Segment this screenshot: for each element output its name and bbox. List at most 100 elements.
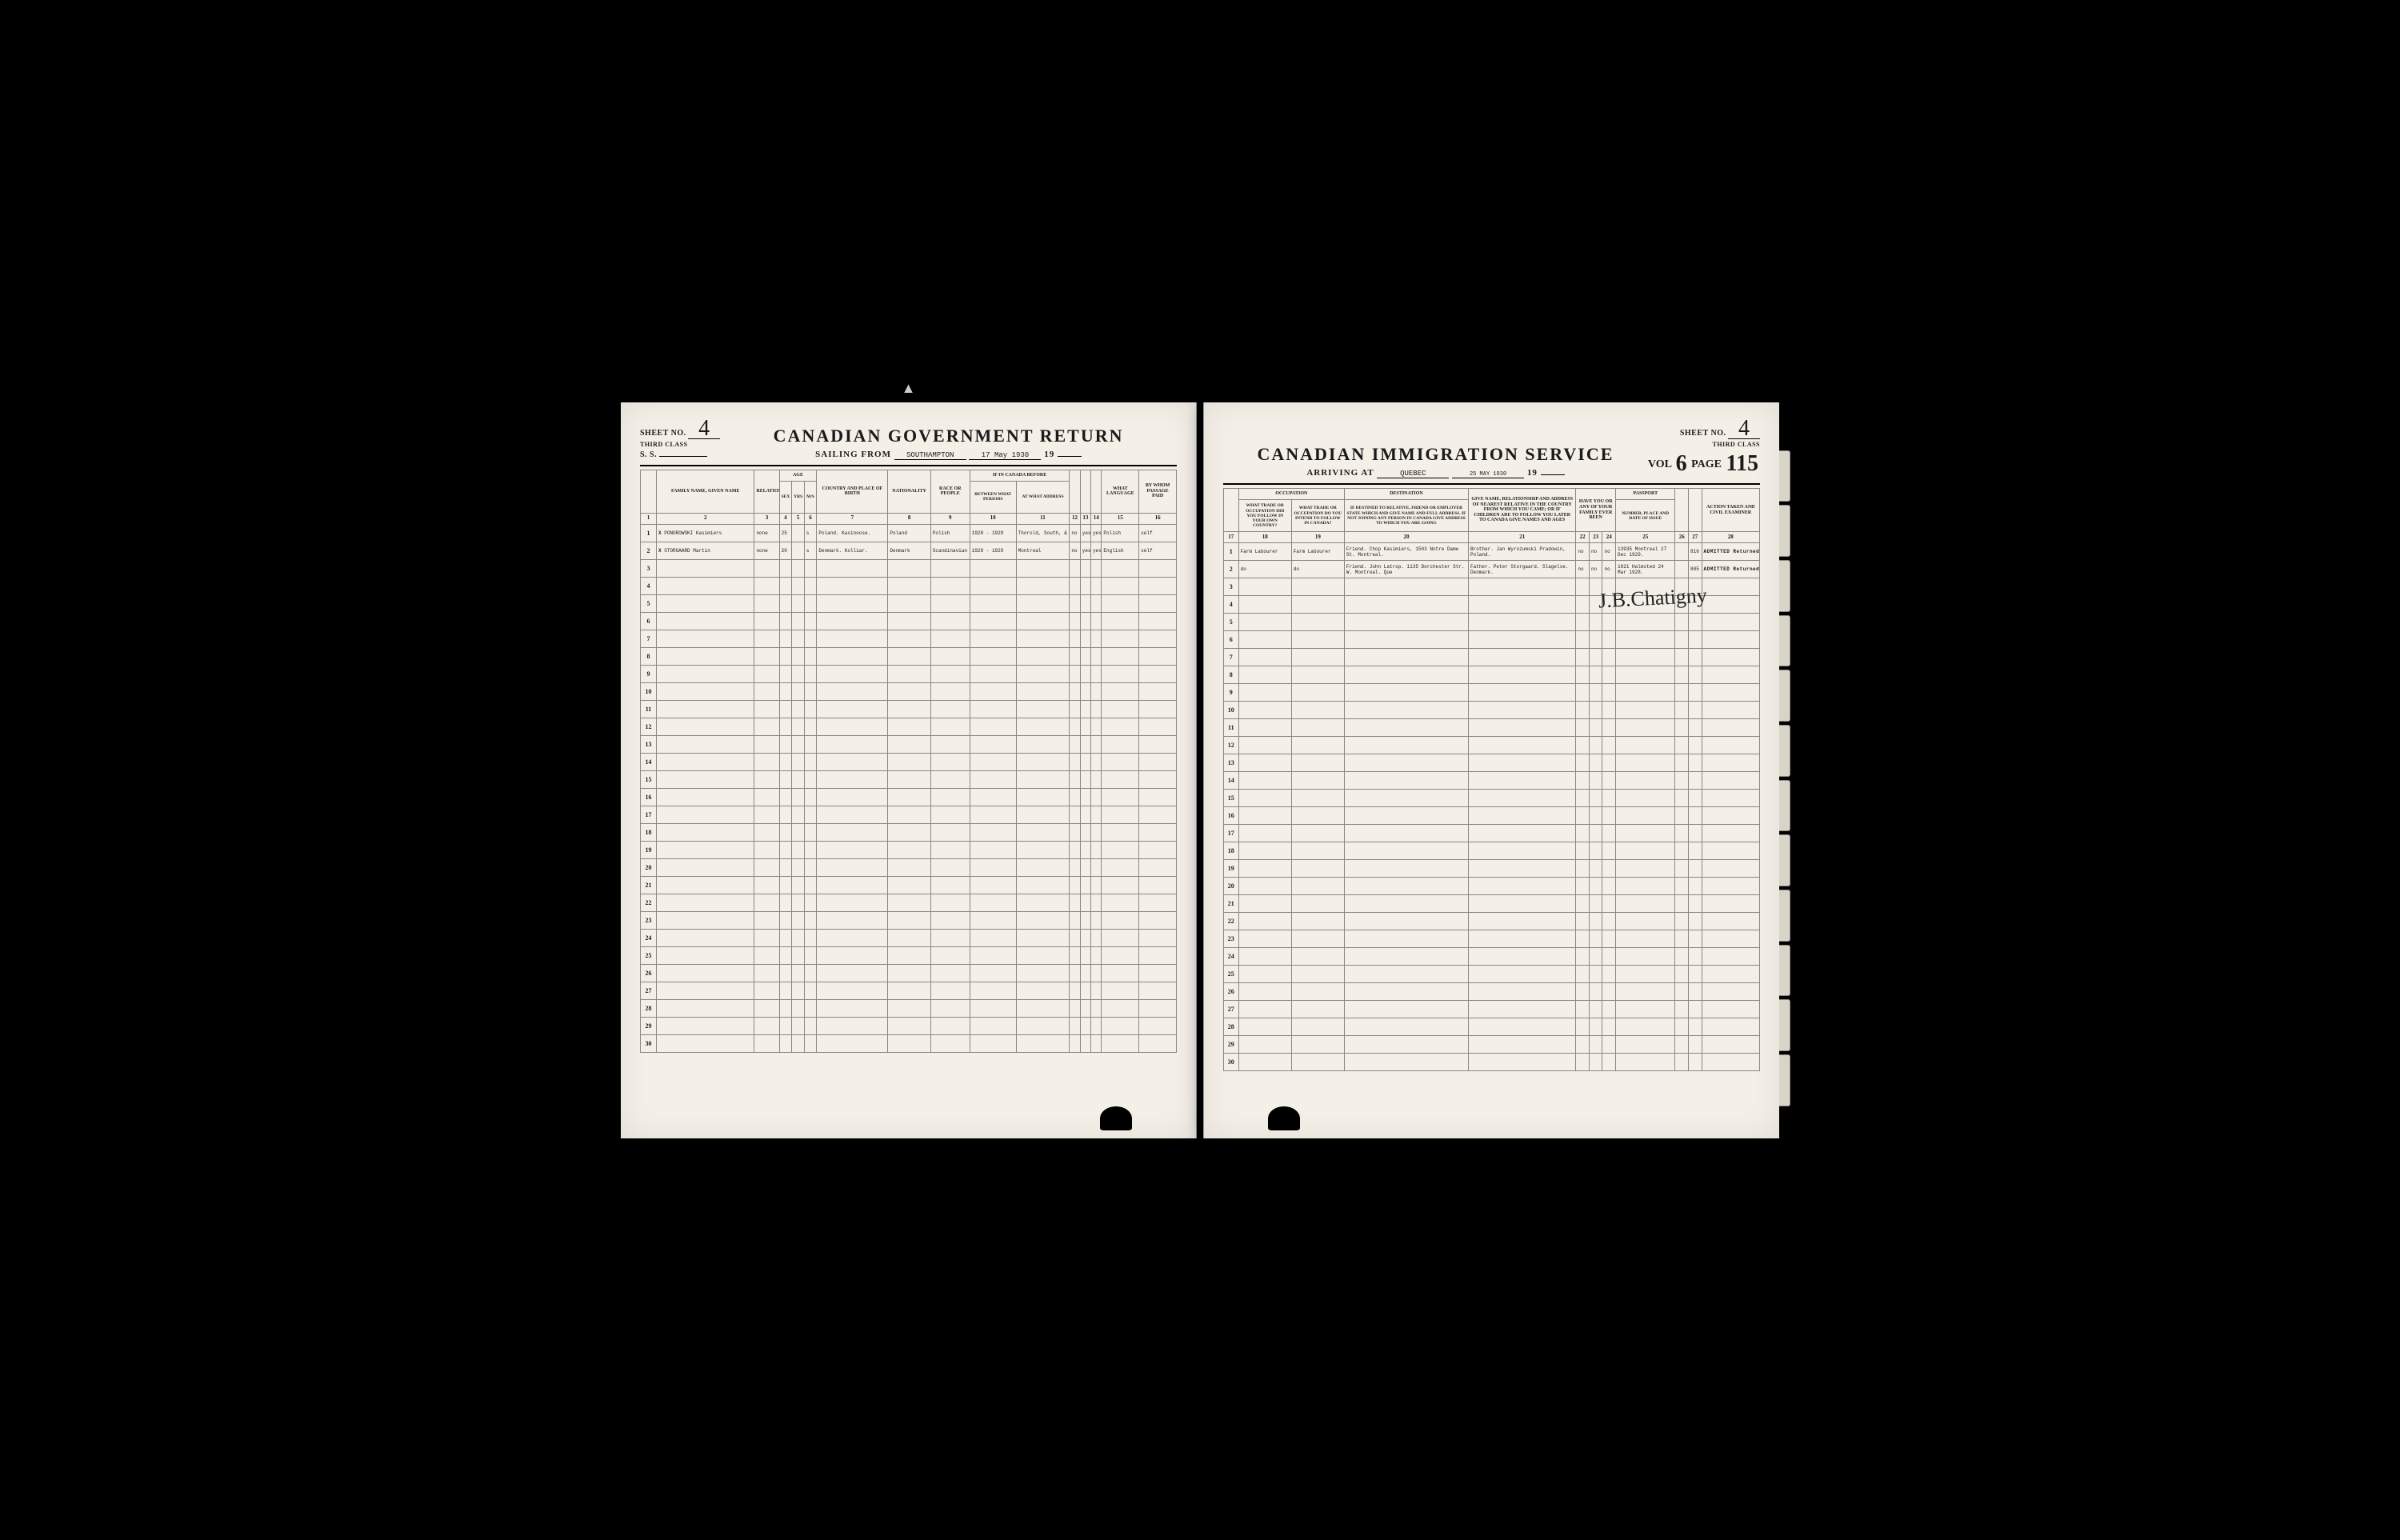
table-row: 3	[641, 559, 1177, 577]
table-row: 17	[641, 806, 1177, 823]
table-row: 19	[1224, 860, 1760, 878]
vol-num: 6	[1674, 451, 1689, 476]
table-row: 15	[1224, 790, 1760, 807]
right-header: CANADIAN IMMIGRATION SERVICE ARRIVING AT…	[1223, 418, 1760, 486]
table-row: 25	[1224, 966, 1760, 983]
table-row: 7	[1224, 649, 1760, 666]
sheet-number-r: 4	[1728, 418, 1760, 439]
table-row: 22	[641, 894, 1177, 911]
table-row: 21	[1224, 895, 1760, 913]
table-row: 29	[1224, 1036, 1760, 1054]
table-row: 22	[1224, 913, 1760, 930]
ss-value	[659, 456, 707, 457]
sheet-number: 4	[688, 418, 720, 439]
table-row: 13	[641, 735, 1177, 753]
table-row: 1Farm LabourerFarm LabourerFriend. Chop …	[1224, 543, 1760, 561]
arrive-stamp: 25 MAY 1930	[1452, 471, 1524, 478]
class-label: THIRD CLASS	[640, 441, 688, 448]
table-row: 9	[1224, 684, 1760, 702]
table-row: 17	[1224, 825, 1760, 842]
table-row: 8	[1224, 666, 1760, 684]
binding-clip-icon	[1268, 1106, 1300, 1130]
table-row: 1X PONOROWSKI Kasimiersnone25sPoland. Ka…	[641, 524, 1177, 542]
left-ledger-table: FAMILY NAME, GIVEN NAMERELATIONSHIPAGECO…	[640, 470, 1177, 1053]
table-row: 5	[1224, 614, 1760, 631]
table-row: 29	[641, 1017, 1177, 1034]
table-row: 23	[1224, 930, 1760, 948]
year-blank	[1058, 456, 1082, 457]
table-row: 30	[1224, 1054, 1760, 1071]
table-row: 20	[641, 858, 1177, 876]
table-row: 20	[1224, 878, 1760, 895]
sail-label: SAILING FROM	[815, 450, 891, 459]
examiner-signature: J.B.Chatigny	[1598, 583, 1708, 613]
table-row: 9	[641, 665, 1177, 682]
table-row: 8	[641, 647, 1177, 665]
sail-date: 17 May 1930	[969, 451, 1041, 460]
left-title-block: CANADIAN GOVERNMENT RETURN SAILING FROM …	[720, 426, 1177, 460]
ss-label: S. S.	[640, 450, 657, 459]
page-edge-tabs	[1779, 450, 1790, 1106]
table-row: 12	[641, 718, 1177, 735]
arriving-line: ARRIVING AT QUEBEC 25 MAY 1930 19	[1223, 468, 1648, 478]
table-row: 25	[641, 946, 1177, 964]
left-page: ▲ SHEET NO. 4 THIRD CLASS S. S. CANADIAN…	[621, 402, 1197, 1138]
table-row: 12	[1224, 737, 1760, 754]
table-row: 5	[641, 594, 1177, 612]
binding-clip-icon	[1100, 1106, 1132, 1130]
table-row: 28	[641, 999, 1177, 1017]
right-title: CANADIAN IMMIGRATION SERVICE	[1223, 444, 1648, 465]
table-row: 2X STORGAARD Martinnone20sDenmark. Kolli…	[641, 542, 1177, 559]
table-row: 16	[1224, 807, 1760, 825]
table-row: 4	[641, 577, 1177, 594]
right-page: CANADIAN IMMIGRATION SERVICE ARRIVING AT…	[1203, 402, 1779, 1138]
table-row: 26	[641, 964, 1177, 982]
sheet-block-left: SHEET NO. 4 THIRD CLASS S. S.	[640, 418, 720, 460]
sailing-line: SAILING FROM SOUTHAMPTON 17 May 1930 19	[720, 450, 1177, 460]
table-row: 7	[641, 630, 1177, 647]
table-row: 24	[1224, 948, 1760, 966]
page-num: 115	[1725, 451, 1760, 476]
table-row: 14	[1224, 772, 1760, 790]
left-title: CANADIAN GOVERNMENT RETURN	[720, 426, 1177, 446]
table-row: 18	[1224, 842, 1760, 860]
sheet-label-r: SHEET NO.	[1680, 429, 1726, 438]
ledger-book: ▲ SHEET NO. 4 THIRD CLASS S. S. CANADIAN…	[621, 402, 1779, 1138]
table-row: 15	[641, 770, 1177, 788]
table-row: 27	[1224, 1001, 1760, 1018]
table-row: 6	[641, 612, 1177, 630]
table-row: 2dodoFriend. John Latrop. 1135 Dorcheste…	[1224, 561, 1760, 578]
year-blank-r	[1541, 474, 1565, 475]
sheet-block-right: SHEET NO. 4 THIRD CLASS VOL 6 PAGE 115	[1648, 418, 1760, 479]
table-row: 6	[1224, 631, 1760, 649]
vol-label: VOL	[1648, 458, 1671, 470]
year-prefix-r: 19	[1527, 468, 1538, 478]
table-row: 24	[641, 929, 1177, 946]
table-row: 16	[641, 788, 1177, 806]
table-row: 23	[641, 911, 1177, 929]
table-row: 27	[641, 982, 1177, 999]
page-label: PAGE	[1691, 458, 1722, 470]
left-header: SHEET NO. 4 THIRD CLASS S. S. CANADIAN G…	[640, 418, 1177, 466]
sail-port: SOUTHAMPTON	[894, 451, 966, 460]
table-row: 10	[641, 682, 1177, 700]
table-row: 30	[641, 1034, 1177, 1052]
table-row: 11	[641, 700, 1177, 718]
table-row: 13	[1224, 754, 1760, 772]
table-row: 18	[641, 823, 1177, 841]
table-row: 14	[641, 753, 1177, 770]
table-row: 19	[641, 841, 1177, 858]
sheet-label: SHEET NO.	[640, 429, 686, 438]
scan-marker-icon: ▲	[902, 380, 916, 397]
right-title-block: CANADIAN IMMIGRATION SERVICE ARRIVING AT…	[1223, 444, 1648, 478]
table-row: 11	[1224, 719, 1760, 737]
table-row: 26	[1224, 983, 1760, 1001]
table-row: 21	[641, 876, 1177, 894]
table-row: 10	[1224, 702, 1760, 719]
year-prefix: 19	[1044, 450, 1054, 459]
table-row: 28	[1224, 1018, 1760, 1036]
arrive-label: ARRIVING AT	[1306, 468, 1374, 478]
class-label-r: THIRD CLASS	[1712, 441, 1760, 448]
arrive-port: QUEBEC	[1377, 470, 1449, 478]
right-ledger-table: OCCUPATIONDESTINATIONGIVE NAME, RELATION…	[1223, 488, 1760, 1071]
